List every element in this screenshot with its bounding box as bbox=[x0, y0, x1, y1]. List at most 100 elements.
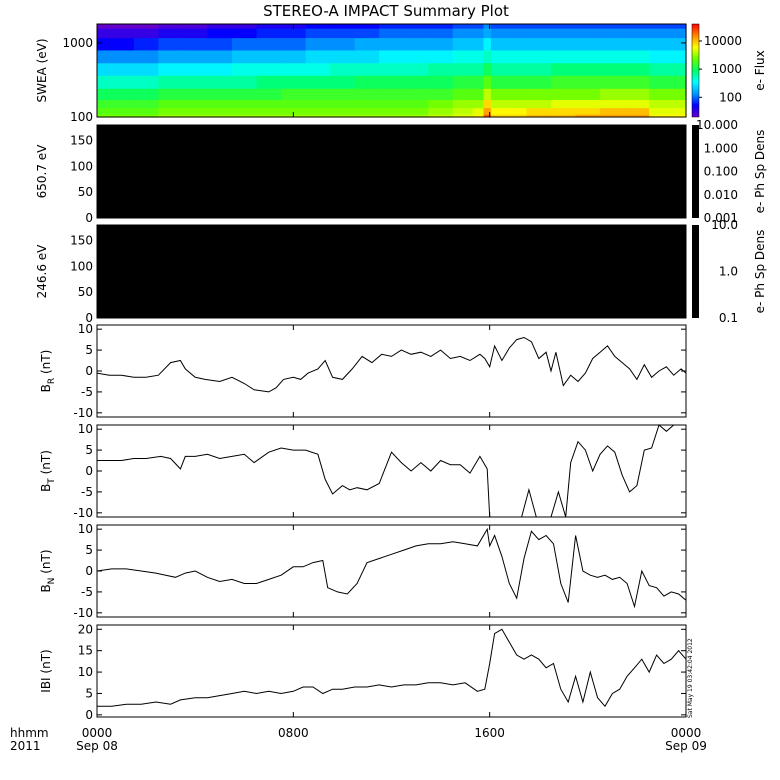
flux-cell bbox=[649, 37, 675, 51]
flux-cell bbox=[231, 37, 258, 51]
flux-cell bbox=[472, 99, 485, 109]
pad-ylabel: 246.6 eV bbox=[35, 244, 49, 299]
flux-cell bbox=[256, 99, 282, 109]
flux-cell bbox=[182, 88, 209, 100]
flux-cell bbox=[231, 62, 258, 76]
flux-cell bbox=[504, 37, 528, 51]
flux-cell bbox=[600, 107, 626, 115]
panel-frame-pad246 bbox=[96, 224, 687, 319]
flux-cell bbox=[452, 75, 474, 89]
flux-cell bbox=[526, 37, 552, 51]
flux-cell bbox=[673, 28, 687, 39]
flux-cell bbox=[575, 99, 601, 109]
flux-cell bbox=[403, 75, 429, 89]
flux-cell bbox=[256, 37, 282, 51]
flux-cell bbox=[97, 62, 110, 76]
flux-cell bbox=[207, 62, 233, 76]
flux-cell bbox=[504, 49, 528, 64]
flux-cell bbox=[472, 62, 485, 76]
flux-cell bbox=[305, 37, 331, 51]
flux-cell bbox=[97, 28, 110, 39]
pad-cbar-tick-label: 0.001 bbox=[704, 211, 738, 225]
ytick-label: 5 bbox=[85, 686, 93, 700]
flux-cell bbox=[305, 24, 331, 29]
flux-cell bbox=[575, 24, 601, 29]
flux-cell bbox=[428, 107, 454, 115]
flux-cell bbox=[490, 37, 505, 51]
flux-cell bbox=[207, 114, 233, 118]
flux-cell bbox=[403, 24, 429, 29]
flux-cell bbox=[305, 28, 331, 39]
pad-ytick-label: 100 bbox=[70, 159, 93, 173]
flux-cell bbox=[207, 24, 233, 29]
flux-cell bbox=[231, 28, 258, 39]
flux-cell bbox=[649, 88, 675, 100]
panel-frame-bn bbox=[96, 524, 687, 618]
flux-cell bbox=[575, 49, 601, 64]
ylabel-bmag: IBI (nT) bbox=[39, 649, 53, 692]
series-line-bt bbox=[97, 424, 686, 518]
flux-cell bbox=[281, 88, 307, 100]
pad-ytick-label: 0 bbox=[85, 311, 93, 325]
flux-cell bbox=[673, 99, 687, 109]
flux-cell bbox=[490, 114, 505, 118]
flux-cell bbox=[354, 28, 380, 39]
pad-cbar-label: e- Ph Sp Dens bbox=[753, 230, 767, 314]
flux-cell bbox=[97, 107, 110, 115]
flux-cell bbox=[109, 75, 135, 89]
flux-cell bbox=[97, 24, 110, 29]
ylabel-bt: BT (nT) bbox=[39, 450, 57, 492]
flux-cell bbox=[231, 114, 258, 118]
flux-cell bbox=[472, 49, 485, 64]
panel-frame-bt bbox=[96, 424, 687, 518]
flux-cell bbox=[379, 107, 405, 115]
flux-cell bbox=[109, 62, 135, 76]
ytick-label: 0 bbox=[85, 364, 93, 378]
flux-cell bbox=[575, 107, 601, 115]
flux-cell bbox=[526, 62, 552, 76]
flux-cell bbox=[624, 49, 650, 64]
flux-cell bbox=[330, 114, 356, 118]
panel-pad650: 150 100 50 0 650.7 eV 10.000 1.000 0.100 0.010 0.… bbox=[35, 118, 767, 225]
flux-cell bbox=[379, 62, 405, 76]
flux-cell bbox=[600, 99, 626, 109]
generation-timestamp: Sat May 19 03:42:04 2012 bbox=[687, 638, 694, 718]
flux-cell bbox=[428, 99, 454, 109]
flux-cell bbox=[403, 62, 429, 76]
panel-frame-bmag bbox=[96, 624, 687, 718]
flux-cell bbox=[354, 49, 380, 64]
panel-bn: 10 5 0 -5 -10 BN (nT) bbox=[39, 522, 687, 620]
flux-cell bbox=[403, 114, 429, 118]
flux-cell bbox=[256, 62, 282, 76]
flux-cell bbox=[526, 88, 552, 100]
flux-cell bbox=[624, 107, 650, 115]
flux-cell bbox=[330, 99, 356, 109]
flux-cell bbox=[403, 88, 429, 100]
flux-cell bbox=[97, 114, 110, 118]
flux-cell bbox=[600, 88, 626, 100]
pad-colorbar bbox=[692, 225, 699, 318]
flux-cell bbox=[109, 99, 135, 109]
flux-cell bbox=[428, 62, 454, 76]
flux-cell bbox=[624, 28, 650, 39]
flux-cell bbox=[649, 49, 675, 64]
ytick-label: 5 bbox=[85, 543, 93, 557]
flux-cell bbox=[281, 75, 307, 89]
flux-cell bbox=[490, 24, 505, 29]
flux-cell bbox=[490, 88, 505, 100]
flux-cell bbox=[133, 62, 159, 76]
pad-cbar-tick-label: 1.000 bbox=[704, 141, 738, 155]
ytick-label: 5 bbox=[85, 443, 93, 457]
flux-cell bbox=[379, 99, 405, 109]
flux-cell bbox=[490, 75, 505, 89]
flux-cell bbox=[575, 62, 601, 76]
pad-ytick-label: 50 bbox=[78, 285, 93, 299]
flux-cell bbox=[231, 107, 258, 115]
ylabel-br: BR (nT) bbox=[39, 350, 57, 393]
swea-ytick-label: 100 bbox=[70, 110, 93, 124]
series-line-bmag bbox=[97, 628, 687, 708]
flux-cell bbox=[330, 75, 356, 89]
flux-cell bbox=[526, 49, 552, 64]
flux-cell bbox=[182, 99, 209, 109]
